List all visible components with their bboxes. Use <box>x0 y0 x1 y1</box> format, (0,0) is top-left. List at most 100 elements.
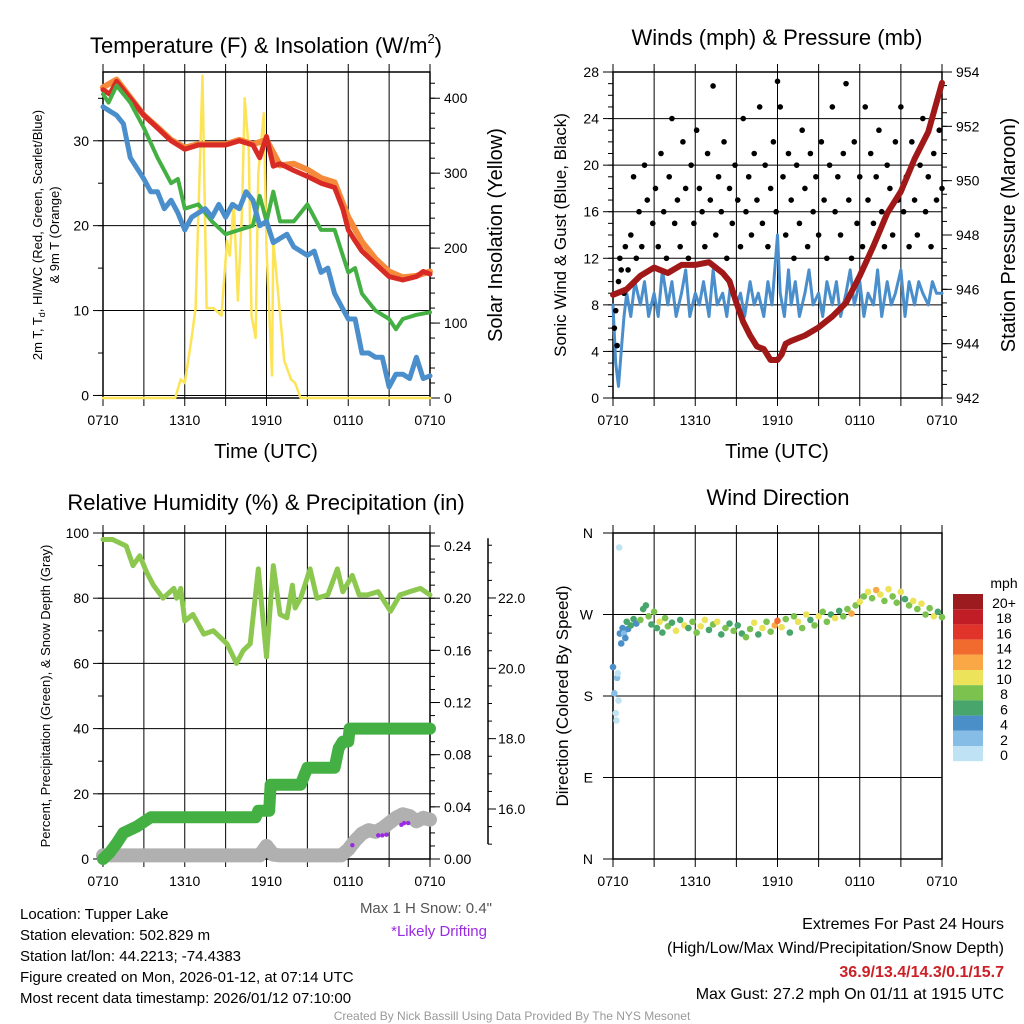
gust-point <box>862 104 869 110</box>
panel-1-axes: 0710 1310 1910 0110 0710 0 4 8 12 16 20 24 28 942 944 9… <box>583 64 980 428</box>
legend-label: 16 <box>996 625 1012 641</box>
direction-point <box>613 717 620 724</box>
y-tick-label: 20 <box>73 218 89 234</box>
gust-point <box>917 162 923 168</box>
gust-point <box>876 127 882 134</box>
direction-point <box>734 622 742 629</box>
direction-point <box>893 599 901 607</box>
gust-point <box>628 232 634 238</box>
gust-point <box>856 173 863 180</box>
direction-point <box>802 611 810 618</box>
gust-point <box>641 162 648 168</box>
y-tick-label: 12 <box>583 250 599 266</box>
gust-point <box>889 232 896 238</box>
gust-point <box>693 127 700 134</box>
panel-2-axes: 0710 1310 1910 0110 0710 0 20 40 60 80 100 0.00 0.04… <box>66 525 525 889</box>
direction-point <box>611 689 618 697</box>
x-tick-label: 1310 <box>680 873 711 889</box>
gust-point <box>887 185 893 192</box>
direction-point <box>615 544 623 551</box>
direction-point <box>938 613 946 621</box>
y-tick-label: 200 <box>444 240 468 256</box>
extremes-block: Extremes For Past 24 Hours (High/Low/Max… <box>667 916 1004 1003</box>
x-tick-label: 1910 <box>251 412 282 428</box>
gust-point <box>793 162 800 168</box>
wind-chart-title: Winds (mph) & Pressure (mb) <box>632 25 923 50</box>
gust-point <box>754 197 760 203</box>
direction-point <box>774 617 781 625</box>
gust-point <box>696 185 703 192</box>
y-tick-label: 0.12 <box>444 695 471 711</box>
direction-point <box>794 618 802 626</box>
gust-point <box>660 208 667 215</box>
y-tick-label: 0.04 <box>444 799 471 815</box>
gust-point <box>638 243 645 250</box>
drifting-point <box>376 833 381 838</box>
gust-point <box>737 243 744 250</box>
gust-point <box>821 197 827 203</box>
extremes-max-gust: Max Gust: 27.2 mph On 01/11 at 1915 UTC <box>696 986 1004 1003</box>
direction-point <box>889 593 896 600</box>
direction-point <box>909 597 917 605</box>
gust-point <box>636 208 642 215</box>
pressure-line <box>610 79 945 363</box>
extremes-heading: Extremes For Past 24 Hours <box>802 916 1004 933</box>
gust-point <box>669 115 675 122</box>
y-tick-label: 946 <box>956 281 980 297</box>
gust-point <box>911 197 918 203</box>
gust-point <box>707 197 714 203</box>
info-latlon: Station lat/lon: 44.2213; -74.4383 <box>20 948 241 965</box>
direction-point <box>897 588 905 596</box>
gust-point <box>804 243 811 250</box>
direction-point <box>767 628 774 636</box>
direction-point <box>782 615 790 623</box>
y-tick-label: 28 <box>583 64 599 80</box>
x-tick-label: 0710 <box>87 873 118 889</box>
direction-point <box>759 624 766 632</box>
gust-point <box>818 139 825 145</box>
gust-point <box>732 162 738 168</box>
y-tick-label: E <box>584 770 593 786</box>
legend-swatch <box>953 624 983 640</box>
direction-point <box>705 626 713 634</box>
info-created: Figure created on Mon, 2026-01-12, at 07… <box>20 969 354 986</box>
relative-humidity-line <box>100 537 433 666</box>
gust-point <box>655 243 662 250</box>
gust-point <box>614 342 620 349</box>
y-tick-label: 0.08 <box>444 747 471 763</box>
direction-point <box>755 631 762 638</box>
gust-point <box>652 185 659 192</box>
y-tick-label: 0 <box>81 387 89 403</box>
direction-point <box>922 611 929 618</box>
y-tick-label: 0 <box>81 851 89 867</box>
gust-point <box>774 78 781 85</box>
extremes-values: 36.9/13.4/14.3/0.1/15.7 <box>839 964 1004 981</box>
y-tick-label: 30 <box>73 133 89 149</box>
y-tick-label: 400 <box>444 90 468 106</box>
gust-point <box>759 220 766 227</box>
gust-point <box>699 208 705 215</box>
snow-axis-label: 16.0 <box>498 801 525 817</box>
gust-point <box>898 104 904 110</box>
direction-point <box>746 625 754 633</box>
direction-point <box>868 594 876 602</box>
y-tick-label: 0.24 <box>444 538 471 554</box>
direction-point <box>622 634 629 642</box>
legend-title: mph <box>990 575 1017 591</box>
gust-point <box>713 232 719 238</box>
gust-point <box>688 162 694 168</box>
gust-point <box>900 208 907 215</box>
gust-point <box>765 243 771 250</box>
y-tick-label: 20 <box>73 786 89 802</box>
temperature-line <box>100 78 433 283</box>
x-tick-label: 1910 <box>762 412 793 428</box>
gust-point <box>829 104 836 110</box>
y-tick-label: 954 <box>956 64 980 80</box>
direction-point <box>840 613 847 620</box>
gust-point <box>773 208 779 215</box>
x-tick-label: 0710 <box>926 873 957 889</box>
gust-point <box>680 139 686 145</box>
y-tick-label: 40 <box>73 721 89 737</box>
x-tick-label: 0110 <box>333 412 363 428</box>
